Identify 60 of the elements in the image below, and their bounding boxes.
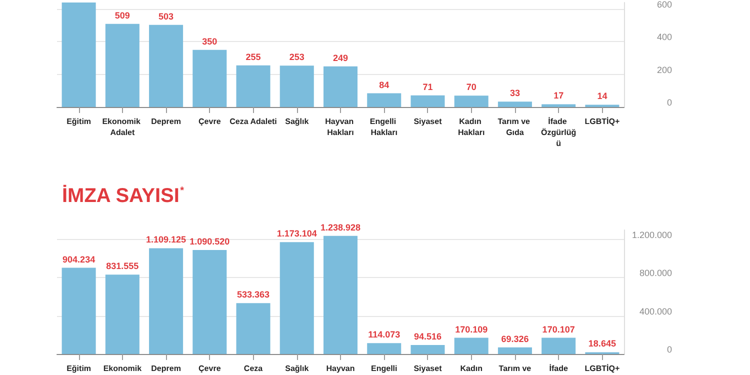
data-label: 69.326 [501,334,529,344]
x-tick-label: Engelli Hakları [370,117,398,137]
data-label: 1.109.125 [146,234,186,245]
y-tick-label: 1.200.000 [632,230,672,240]
x-tick-label: Siyaset [414,364,442,373]
x-tick-label: Kadın Hakları [458,117,485,137]
data-label: 503 [158,11,174,22]
x-tick-label: Tarım ve [498,364,532,373]
data-label: 1.090.520 [190,236,230,246]
x-tick-label: Ceza [244,364,264,373]
x-tick-label: Tarım ve Gıda [498,117,532,137]
x-tick-label: Siyaset [414,117,442,126]
data-label: 33 [510,88,520,98]
x-tick-label: Eğitim [66,364,92,373]
x-tick-label: Deprem [151,364,181,373]
data-label: 831.555 [106,261,139,272]
x-tick-label: LGBTİQ+ [584,117,620,126]
chart-title: İMZA SAYISI* [62,184,184,207]
data-label: 170.107 [542,324,575,334]
data-label: 14 [597,91,608,102]
y-tick-label: 200 [656,64,672,75]
x-tick-label: Ekonomik Adalet [102,117,143,137]
x-tick-label: LGBTİQ+ [584,364,620,373]
data-label: 249 [332,52,348,63]
data-label: 94.516 [414,331,442,342]
data-label: 84 [379,80,390,90]
y-tick-label: 0 [666,344,672,354]
data-label: 533.363 [236,290,270,300]
x-tick-label: Kadın [460,364,483,373]
y-tick-label: 400 [656,32,672,42]
x-tick-label: İfade [549,364,568,373]
x-tick-label: Hayvan [326,364,355,373]
data-label: 70 [466,82,476,92]
data-label: 71 [422,82,433,92]
x-tick-label: Çevre [198,117,222,126]
data-label: 255 [246,52,261,62]
data-label: 509 [114,10,130,20]
x-tick-label: Ekonomik [103,364,142,373]
x-tick-label: Hayvan Hakları [325,117,356,137]
data-label: 350 [202,36,218,46]
x-tick-label: Deprem [151,117,181,126]
data-label: 170.109 [455,324,488,334]
data-label: 18.645 [588,338,616,349]
x-tick-label: Ceza Adaleti [230,117,277,126]
y-tick-label: 600 [656,0,672,10]
data-label: 1.238.928 [320,222,361,232]
x-tick-label: Sağlık [285,117,310,126]
x-tick-label: Engelli [371,364,398,373]
x-tick-label: Sağlık [285,364,310,373]
data-label: 253 [289,52,304,62]
data-label: 114.073 [368,330,400,340]
data-label: 1.173.104 [276,228,317,239]
y-tick-label: 400.000 [639,306,672,316]
x-tick-label: Eğitim [66,117,92,126]
y-tick-label: 800.000 [639,268,672,278]
x-tick-label: İfade Özgürlüğü [541,117,576,148]
y-tick-label: 0 [666,98,672,108]
data-label: 17 [554,90,564,101]
x-tick-label: Çevre [198,364,222,373]
data-label: 904.234 [62,254,96,264]
